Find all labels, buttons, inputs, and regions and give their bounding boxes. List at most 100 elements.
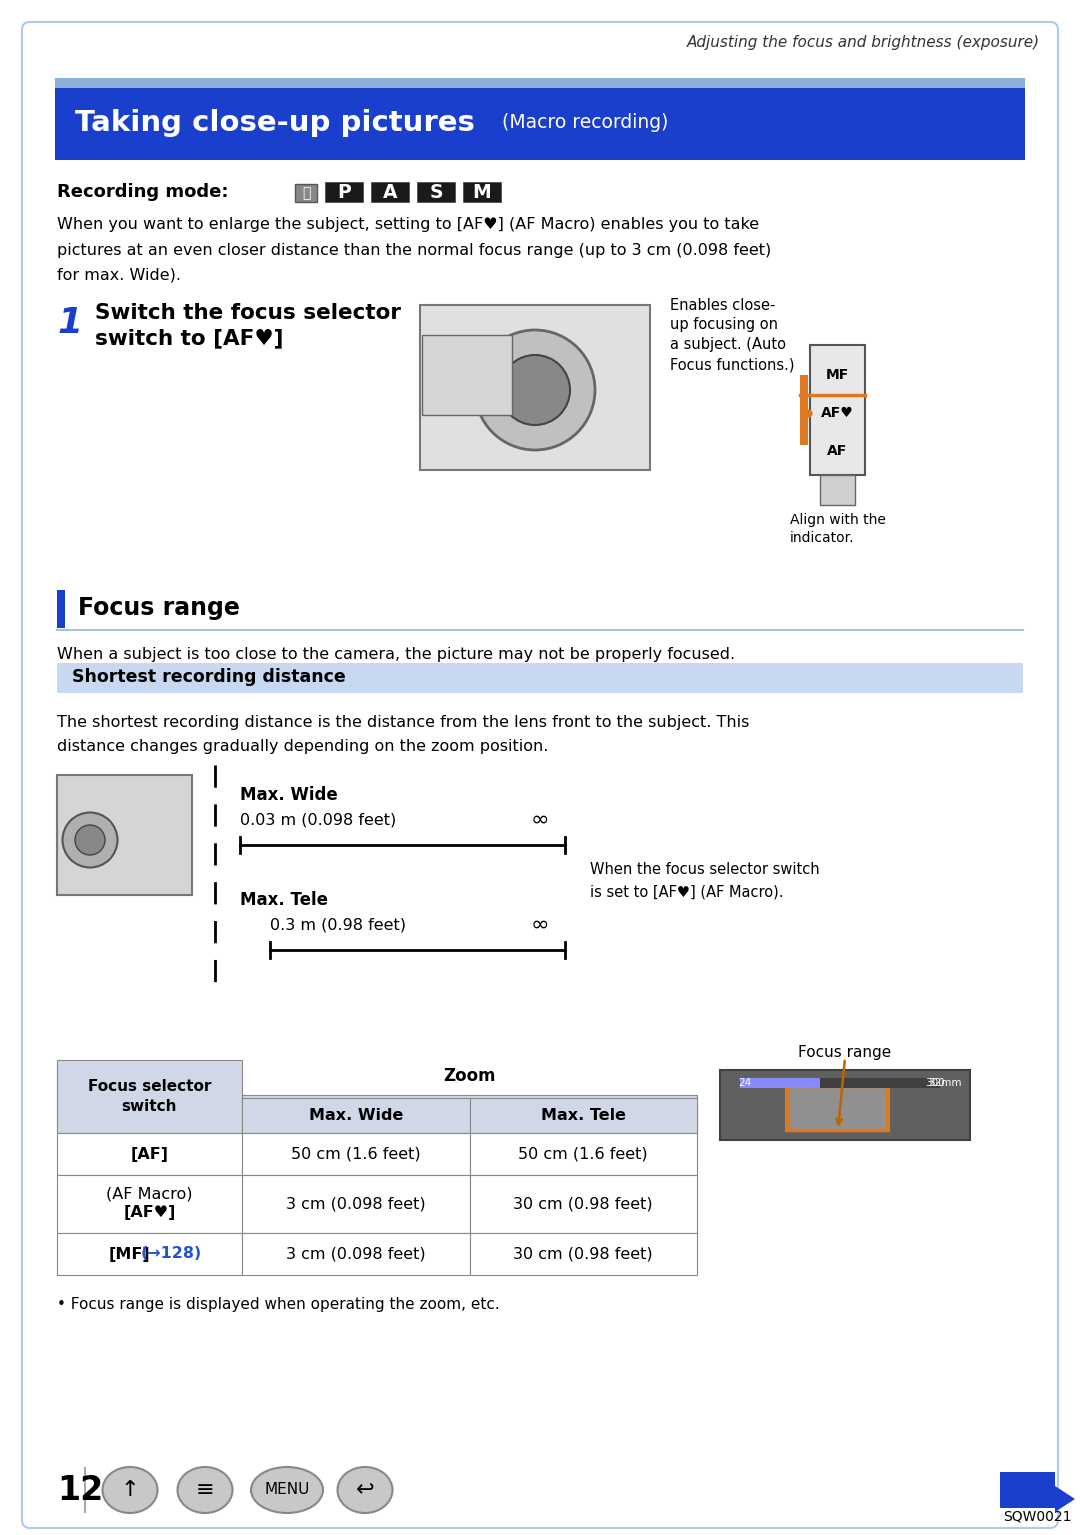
Text: Focus functions.): Focus functions.) (670, 358, 795, 373)
FancyBboxPatch shape (22, 21, 1058, 1527)
Text: ∞: ∞ (530, 810, 550, 830)
Bar (55, 87, 1025, 160)
Bar (57, 663, 1023, 692)
Bar (463, 183, 501, 203)
Text: 30 cm (0.98 feet): 30 cm (0.98 feet) (513, 1246, 653, 1262)
Text: When the focus selector switch: When the focus selector switch (590, 863, 820, 878)
Text: Align with the: Align with the (789, 513, 886, 527)
Bar (800, 375, 808, 445)
Text: [MF]: [MF] (109, 1246, 150, 1262)
Text: Focus selector
switch: Focus selector switch (87, 1079, 212, 1114)
Text: ∞: ∞ (530, 915, 550, 935)
Bar (242, 1174, 470, 1233)
Bar (787, 1085, 887, 1130)
Text: Taking close-up pictures: Taking close-up pictures (75, 109, 475, 137)
Text: Max. Tele: Max. Tele (240, 890, 328, 909)
Text: • Focus range is displayed when operating the zoom, etc.: • Focus range is displayed when operatin… (57, 1297, 500, 1312)
Bar (417, 183, 455, 203)
Bar (295, 184, 318, 203)
Text: Ⓘ: Ⓘ (301, 186, 310, 200)
Bar (242, 1094, 697, 1133)
Text: Enables close-: Enables close- (670, 298, 775, 313)
Text: [AF]: [AF] (131, 1147, 168, 1162)
Text: 3 cm (0.098 feet): 3 cm (0.098 feet) (286, 1196, 426, 1211)
Text: M: M (473, 183, 491, 201)
Bar (57, 589, 65, 628)
Bar (1000, 1472, 1055, 1507)
Text: 3 cm (0.098 feet): 3 cm (0.098 feet) (286, 1246, 426, 1262)
Polygon shape (1055, 1486, 1075, 1512)
Text: MENU: MENU (265, 1483, 310, 1498)
Bar (57, 1174, 242, 1233)
Bar (372, 183, 409, 203)
Text: ↩: ↩ (355, 1480, 375, 1500)
Text: 1: 1 (57, 305, 82, 339)
Bar (820, 474, 855, 505)
Text: 32mm: 32mm (929, 1078, 962, 1088)
Text: is set to [AF♥] (AF Macro).: is set to [AF♥] (AF Macro). (590, 884, 783, 900)
Text: When you want to enlarge the subject, setting to [AF♥] (AF Macro) enables you to: When you want to enlarge the subject, se… (57, 218, 759, 232)
Text: S: S (429, 183, 443, 201)
Bar (740, 1078, 940, 1088)
Text: Focus range: Focus range (798, 1044, 892, 1059)
Text: Zoom: Zoom (443, 1067, 496, 1085)
Bar (325, 183, 363, 203)
Text: switch to [AF♥]: switch to [AF♥] (95, 328, 283, 348)
Bar (720, 1070, 970, 1141)
Text: 50 cm (1.6 feet): 50 cm (1.6 feet) (291, 1147, 420, 1162)
Text: Shortest recording distance: Shortest recording distance (72, 668, 346, 686)
Text: SQW0021: SQW0021 (1002, 1510, 1071, 1524)
Bar (57, 1233, 242, 1276)
Bar (242, 1233, 470, 1276)
Ellipse shape (251, 1467, 323, 1514)
Bar (470, 1233, 697, 1276)
Text: 24: 24 (738, 1078, 752, 1088)
Text: 300: 300 (924, 1078, 945, 1088)
Bar (57, 1061, 242, 1133)
Text: When a subject is too close to the camera, the picture may not be properly focus: When a subject is too close to the camer… (57, 648, 735, 663)
Bar (55, 78, 1025, 87)
Text: MF: MF (825, 368, 849, 382)
Text: [AF♥]: [AF♥] (123, 1205, 176, 1219)
Bar (57, 775, 192, 895)
Bar (740, 1078, 820, 1088)
Text: Max. Tele: Max. Tele (541, 1108, 625, 1124)
Ellipse shape (63, 812, 118, 867)
Text: indicator.: indicator. (789, 531, 854, 545)
Bar (470, 1174, 697, 1233)
Text: ↑: ↑ (121, 1480, 139, 1500)
Text: 0.3 m (0.98 feet): 0.3 m (0.98 feet) (270, 918, 406, 932)
Text: 30 cm (0.98 feet): 30 cm (0.98 feet) (513, 1196, 653, 1211)
Ellipse shape (337, 1467, 392, 1514)
Ellipse shape (500, 355, 570, 425)
Text: Switch the focus selector: Switch the focus selector (95, 302, 401, 322)
Ellipse shape (475, 330, 595, 450)
Bar (785, 1084, 890, 1131)
Bar (810, 345, 865, 474)
Bar (422, 335, 512, 414)
Text: Adjusting the focus and brightness (exposure): Adjusting the focus and brightness (expo… (687, 34, 1040, 49)
Bar (420, 305, 650, 470)
Ellipse shape (75, 824, 105, 855)
Text: Max. Wide: Max. Wide (240, 786, 338, 804)
Text: distance changes gradually depending on the zoom position.: distance changes gradually depending on … (57, 738, 549, 754)
Bar (242, 1098, 470, 1133)
Text: Max. Wide: Max. Wide (309, 1108, 403, 1124)
Text: AF♥: AF♥ (821, 405, 853, 421)
Bar (57, 1133, 242, 1174)
Text: Recording mode:: Recording mode: (57, 183, 234, 201)
Text: (AF Macro): (AF Macro) (106, 1187, 192, 1202)
Text: for max. Wide).: for max. Wide). (57, 267, 181, 282)
Bar (470, 1133, 697, 1174)
Text: pictures at an even closer distance than the normal focus range (up to 3 cm (0.0: pictures at an even closer distance than… (57, 243, 771, 258)
Text: (Macro recording): (Macro recording) (490, 114, 669, 132)
Text: a subject. (Auto: a subject. (Auto (670, 338, 786, 353)
Text: 0.03 m (0.098 feet): 0.03 m (0.098 feet) (240, 812, 396, 827)
Bar (470, 1098, 697, 1133)
Text: ≡: ≡ (195, 1480, 214, 1500)
Text: (→128): (→128) (140, 1246, 202, 1262)
Text: A: A (382, 183, 397, 201)
Ellipse shape (103, 1467, 158, 1514)
Text: 126: 126 (57, 1474, 126, 1506)
Ellipse shape (177, 1467, 232, 1514)
